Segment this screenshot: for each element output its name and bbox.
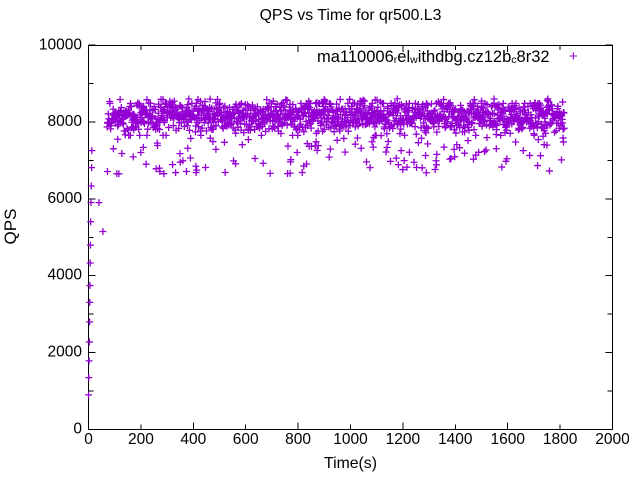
svg-text:1200: 1200 bbox=[386, 431, 421, 448]
svg-text:600: 600 bbox=[233, 431, 259, 448]
svg-text:0: 0 bbox=[73, 421, 82, 438]
svg-text:2000: 2000 bbox=[595, 431, 630, 448]
svg-text:2000: 2000 bbox=[48, 344, 83, 361]
svg-text:4000: 4000 bbox=[48, 267, 83, 284]
svg-text:400: 400 bbox=[180, 431, 206, 448]
svg-text:1600: 1600 bbox=[490, 431, 525, 448]
svg-text:1400: 1400 bbox=[438, 431, 473, 448]
svg-text:10000: 10000 bbox=[39, 37, 82, 54]
svg-text:6000: 6000 bbox=[48, 190, 83, 207]
svg-text:0: 0 bbox=[84, 431, 93, 448]
svg-text:8000: 8000 bbox=[48, 113, 83, 130]
svg-text:1800: 1800 bbox=[543, 431, 578, 448]
svg-text:200: 200 bbox=[128, 431, 154, 448]
svg-text:800: 800 bbox=[285, 431, 311, 448]
svg-text:1000: 1000 bbox=[333, 431, 368, 448]
